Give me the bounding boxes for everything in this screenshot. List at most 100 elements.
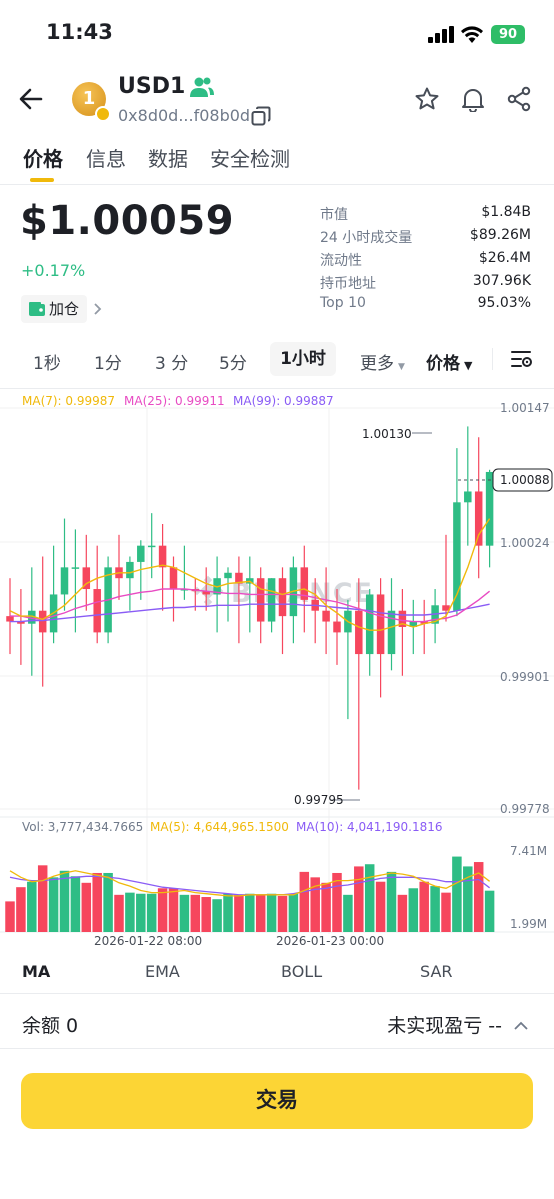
trade-button[interactable]: 交易 [21, 1073, 533, 1129]
volume-bar [277, 895, 288, 932]
chevron-up-icon [514, 1013, 528, 1035]
candle [158, 523, 167, 611]
candle-body [28, 610, 36, 624]
volume-bar [408, 888, 419, 932]
tab-price[interactable]: 价格 [23, 147, 63, 171]
volume-bar [441, 892, 451, 932]
y-tick: 1.00147 [500, 401, 550, 415]
chevron-right-icon[interactable] [93, 301, 103, 320]
more-label: 更多 [360, 354, 394, 374]
more-intervals-button[interactable]: 更多 ▼ [360, 349, 405, 374]
indicator-boll[interactable]: BOLL [281, 962, 323, 981]
interval-1s[interactable]: 1秒 [33, 354, 61, 374]
tab-indicator [30, 178, 54, 182]
candle [126, 556, 134, 611]
signal-icon [428, 26, 454, 47]
candle-body [398, 610, 407, 627]
candle-body [202, 591, 210, 595]
volume-bar [354, 866, 364, 932]
candle-body [300, 567, 309, 600]
low-label: 0.99795 [294, 793, 344, 807]
copy-icon[interactable] [251, 106, 271, 130]
ma25-legend: MA(25): 0.99911 [124, 394, 225, 408]
candle [267, 578, 276, 633]
current-price-box [492, 468, 553, 492]
pnl-label: 未实现盈亏 -- [387, 1015, 502, 1037]
candle-body [409, 621, 418, 627]
price-mode-label: 价格 [426, 354, 460, 374]
interval-3m[interactable]: 3 分 [155, 354, 189, 374]
star-icon[interactable] [414, 86, 440, 116]
candle-body [420, 621, 428, 624]
indicator-sar[interactable]: SAR [420, 962, 453, 981]
candle [82, 534, 91, 611]
candle [365, 589, 374, 676]
unrealized-pnl[interactable]: 未实现盈亏 -- [387, 1011, 528, 1038]
candle [71, 529, 80, 633]
add-position-label: 加仓 [49, 300, 80, 318]
tab-security[interactable]: 安全检测 [210, 147, 290, 171]
tabs-divider [0, 184, 554, 185]
volume-bar [430, 886, 440, 932]
balance-divider [0, 1048, 554, 1049]
stat-value: 307.96K [472, 273, 531, 289]
share-icon[interactable] [506, 86, 532, 116]
status-time: 11:43 [46, 20, 113, 44]
add-position-button[interactable]: 加仓 [21, 295, 88, 323]
volume-bar [92, 872, 102, 932]
volume-bar [37, 865, 48, 932]
price-chart[interactable]: BINANCE MA(7): 0.99987 MA(25): 0.99911 M… [0, 389, 554, 945]
battery-indicator: 90 [491, 25, 525, 44]
x-tick: 2026-01-23 00:00 [276, 934, 384, 945]
stat-value: 95.03% [477, 295, 531, 311]
candle [355, 578, 363, 790]
interval-1m[interactable]: 1分 [94, 354, 122, 374]
bell-icon[interactable] [460, 86, 486, 116]
volume-bar [114, 894, 124, 932]
candle-body [278, 578, 287, 617]
indicator-ma[interactable]: MA [22, 962, 51, 981]
candle-body [17, 621, 25, 624]
caret-down-icon: ▼ [398, 362, 405, 372]
volume-bar [452, 856, 462, 932]
candle [322, 567, 330, 655]
ma7-legend: MA(7): 0.99987 [22, 394, 115, 408]
back-arrow-icon[interactable] [18, 86, 44, 116]
candle [289, 556, 298, 644]
candle-body [355, 610, 363, 655]
volume-bar [179, 894, 190, 932]
ma99-line [10, 603, 490, 623]
volume-bar [59, 870, 70, 932]
candle [453, 448, 461, 617]
candle-body [376, 594, 385, 655]
ma99-legend: MA(99): 0.99887 [233, 394, 334, 408]
stat-value: $1.84B [481, 204, 531, 220]
volume-bar [343, 894, 353, 932]
volume-bar [157, 888, 168, 932]
volume-bar [48, 877, 59, 932]
candle [235, 556, 243, 644]
balance-label: 余额 0 [22, 1015, 79, 1037]
chain-badge-icon [95, 106, 111, 122]
stat-label: 市值 [320, 207, 348, 223]
candle [420, 599, 428, 655]
interval-5m[interactable]: 5分 [219, 354, 247, 374]
volume-bar [473, 862, 484, 932]
current-price-label: 1.00088 [500, 473, 550, 487]
volume-bar [27, 881, 37, 932]
price-mode-dropdown[interactable]: 价格 ▼ [426, 349, 472, 374]
volume-bar [463, 866, 473, 932]
candle-body [256, 578, 265, 622]
volume-bar [234, 894, 244, 932]
indicator-ema[interactable]: EMA [145, 962, 180, 981]
volume-bar [364, 864, 375, 932]
stat-value: $89.26M [469, 227, 531, 243]
candle-body [60, 567, 69, 595]
interval-1h[interactable]: 1小时 [270, 342, 336, 376]
candle-body [453, 502, 461, 611]
volume-bar [70, 876, 81, 932]
volume-bar [146, 893, 157, 932]
tab-info[interactable]: 信息 [86, 147, 126, 171]
chart-settings-icon[interactable] [510, 349, 534, 373]
tab-data[interactable]: 数据 [148, 147, 188, 171]
